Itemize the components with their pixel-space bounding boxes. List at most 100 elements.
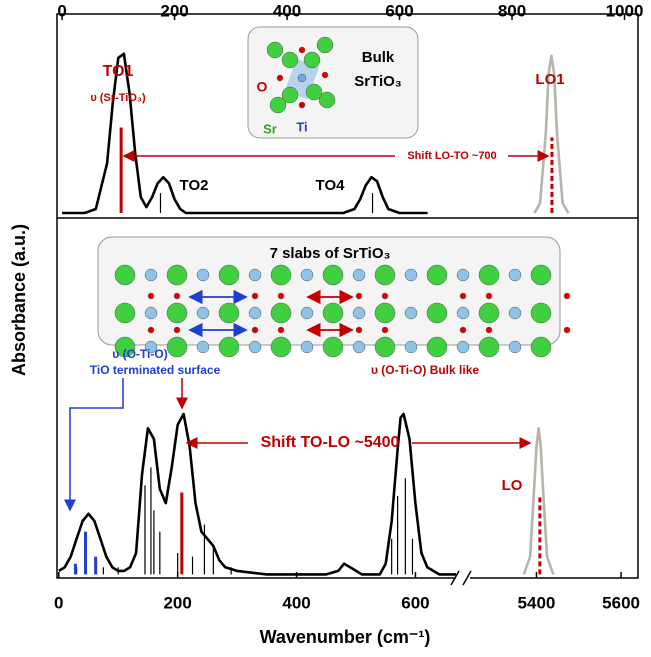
atom — [404, 306, 418, 320]
atom — [459, 326, 467, 334]
inset-label: Ti — [296, 119, 307, 134]
atom — [144, 268, 158, 282]
frame — [56, 13, 639, 579]
x-tick-label: 800 — [498, 1, 526, 20]
atom — [563, 326, 571, 334]
x-tick-label: 5600 — [602, 593, 640, 612]
atom — [269, 96, 287, 114]
atom — [352, 340, 366, 354]
atom — [114, 264, 136, 286]
x-tick-label: 400 — [273, 1, 301, 20]
atom — [322, 336, 344, 358]
atom — [530, 336, 552, 358]
y-axis-label: Absorbance (a.u.) — [9, 224, 29, 376]
atom — [426, 264, 448, 286]
annotation: LO — [502, 477, 523, 494]
atom — [270, 336, 292, 358]
atom — [114, 302, 136, 324]
atom — [173, 326, 181, 334]
atom — [298, 101, 306, 109]
atom — [266, 41, 284, 59]
axis-break-gap — [456, 570, 470, 584]
atom — [381, 292, 389, 300]
atom — [530, 302, 552, 324]
axis-break — [462, 570, 472, 586]
annotation: TiO terminated surface — [90, 363, 221, 377]
atom — [456, 268, 470, 282]
atom — [478, 336, 500, 358]
atom — [281, 86, 299, 104]
atom — [251, 326, 259, 334]
pointer-arrow — [64, 378, 124, 512]
atom — [456, 340, 470, 354]
atom — [322, 264, 344, 286]
atom — [196, 268, 210, 282]
spectrum-curve — [62, 52, 428, 215]
atom — [355, 292, 363, 300]
annotation: υ (Sr-TiO₃) — [90, 92, 146, 104]
atom — [459, 292, 467, 300]
inset-label: Bulk — [362, 49, 395, 66]
x-tick-label: 5400 — [518, 593, 556, 612]
x-tick-label: 1000 — [606, 1, 644, 20]
annotation: Shift TO-LO ~5400 — [261, 434, 400, 451]
annotation: LO1 — [535, 71, 564, 88]
annotation: TO1 — [103, 63, 134, 80]
inset-label: Sr — [263, 121, 277, 136]
atom — [563, 292, 571, 300]
annotation: υ (O-Ti-O) Bulk like — [371, 363, 479, 377]
atom — [508, 268, 522, 282]
annotation: υ (O-Ti-O) — [112, 347, 167, 361]
atom — [300, 306, 314, 320]
atom — [251, 292, 259, 300]
atom — [508, 306, 522, 320]
atom — [374, 264, 396, 286]
atom — [300, 340, 314, 354]
atom — [352, 268, 366, 282]
atom — [316, 36, 334, 54]
atom — [321, 71, 329, 79]
atom — [248, 340, 262, 354]
x-axis-label: Wavenumber (cm⁻¹) — [260, 627, 431, 647]
atom — [147, 292, 155, 300]
atom — [270, 302, 292, 324]
x-tick-label: 600 — [401, 593, 429, 612]
atom — [248, 268, 262, 282]
x-tick-label: 600 — [385, 1, 413, 20]
atom — [374, 302, 396, 324]
annotation: TO4 — [316, 177, 346, 194]
x-tick-label: 200 — [160, 1, 188, 20]
atom — [322, 302, 344, 324]
atom — [478, 302, 500, 324]
spectrum-curve — [58, 412, 463, 576]
atom — [404, 268, 418, 282]
inset-label: SrTiO₃ — [354, 73, 402, 90]
annotation: TO2 — [180, 177, 209, 194]
x-tick-label: 0 — [57, 1, 66, 20]
crystal-drawing — [114, 36, 571, 358]
atom — [166, 264, 188, 286]
atom — [318, 91, 336, 109]
atom — [218, 336, 240, 358]
atom — [166, 302, 188, 324]
annotation: Shift LO-TO ~700 — [407, 150, 496, 162]
x-tick-label: 400 — [282, 593, 310, 612]
atom — [270, 264, 292, 286]
spectrum-curve — [522, 427, 555, 575]
atom — [355, 326, 363, 334]
spectrum-curve — [533, 54, 570, 214]
plot-area — [58, 14, 626, 578]
atom — [298, 46, 306, 54]
atom — [426, 302, 448, 324]
atom — [277, 326, 285, 334]
inset-label: 7 slabs of SrTiO₃ — [270, 245, 391, 262]
axis-break — [450, 570, 460, 586]
atom — [248, 306, 262, 320]
atom — [166, 336, 188, 358]
atom — [218, 264, 240, 286]
atom — [297, 73, 307, 83]
atom — [530, 264, 552, 286]
atom — [426, 336, 448, 358]
atom — [196, 340, 210, 354]
atom — [277, 292, 285, 300]
